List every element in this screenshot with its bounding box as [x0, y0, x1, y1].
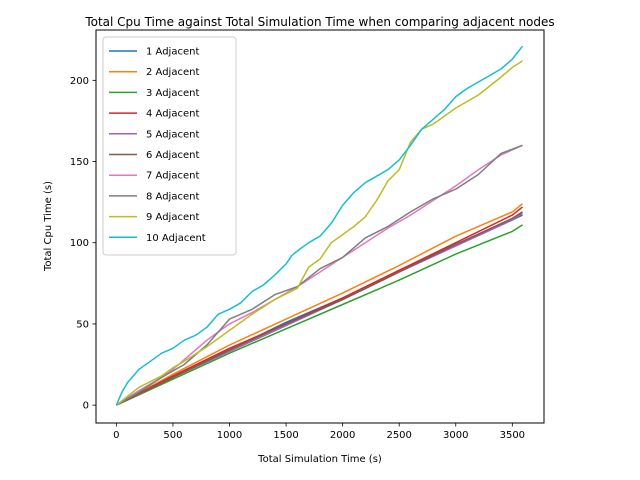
- x-tick-label: 3500: [500, 430, 525, 441]
- x-tick-label: 500: [163, 430, 182, 441]
- legend-label: 7 Adjacent: [146, 171, 199, 182]
- series-line-9: [115, 60, 523, 406]
- x-tick-label: 1500: [273, 430, 298, 441]
- x-axis-ticks: 0 500 1000 1500 2000 2500 3000 3500: [113, 423, 525, 441]
- y-axis-ticks: 0 50 100 150 200: [70, 76, 96, 412]
- series-line-8: [116, 144, 523, 406]
- y-tick-label: 200: [70, 76, 89, 87]
- series-line-6: [116, 211, 523, 406]
- legend-label: 3 Adjacent: [146, 88, 199, 99]
- series-line-4: [116, 206, 523, 406]
- legend: 1 Adjacent 2 Adjacent 3 Adjacent 4 Adjacent…: [102, 36, 237, 256]
- x-tick-label: 0: [113, 430, 119, 441]
- legend-label: 6 Adjacent: [146, 150, 199, 161]
- legend-label: 4 Adjacent: [146, 109, 199, 120]
- y-axis-label: Total Cpu Time (s): [43, 181, 54, 272]
- legend-label: 5 Adjacent: [146, 129, 199, 140]
- chart-title: Total Cpu Time against Total Simulation …: [84, 15, 554, 29]
- series-line-7: [115, 144, 523, 406]
- y-tick-label: 100: [70, 238, 89, 249]
- y-tick-label: 50: [76, 319, 89, 330]
- series-line-10: [115, 45, 524, 406]
- y-tick-label: 0: [83, 401, 89, 412]
- x-tick-label: 2000: [330, 430, 355, 441]
- series-line-3: [116, 224, 523, 406]
- plot-lines: [115, 45, 524, 406]
- legend-frame: [102, 36, 237, 256]
- legend-label: 1 Adjacent: [146, 47, 199, 58]
- x-tick-label: 2500: [386, 430, 411, 441]
- x-axis-label: Total Simulation Time (s): [257, 454, 382, 465]
- legend-label: 9 Adjacent: [146, 212, 199, 223]
- plot-frame: [95, 29, 545, 424]
- legend-label: 10 Adjacent: [146, 233, 206, 244]
- legend-label: 2 Adjacent: [146, 67, 199, 78]
- y-tick-label: 150: [70, 157, 89, 168]
- legend-label: 8 Adjacent: [146, 191, 199, 202]
- x-tick-label: 3000: [443, 430, 468, 441]
- series-line-2: [116, 203, 523, 406]
- x-tick-label: 1000: [217, 430, 242, 441]
